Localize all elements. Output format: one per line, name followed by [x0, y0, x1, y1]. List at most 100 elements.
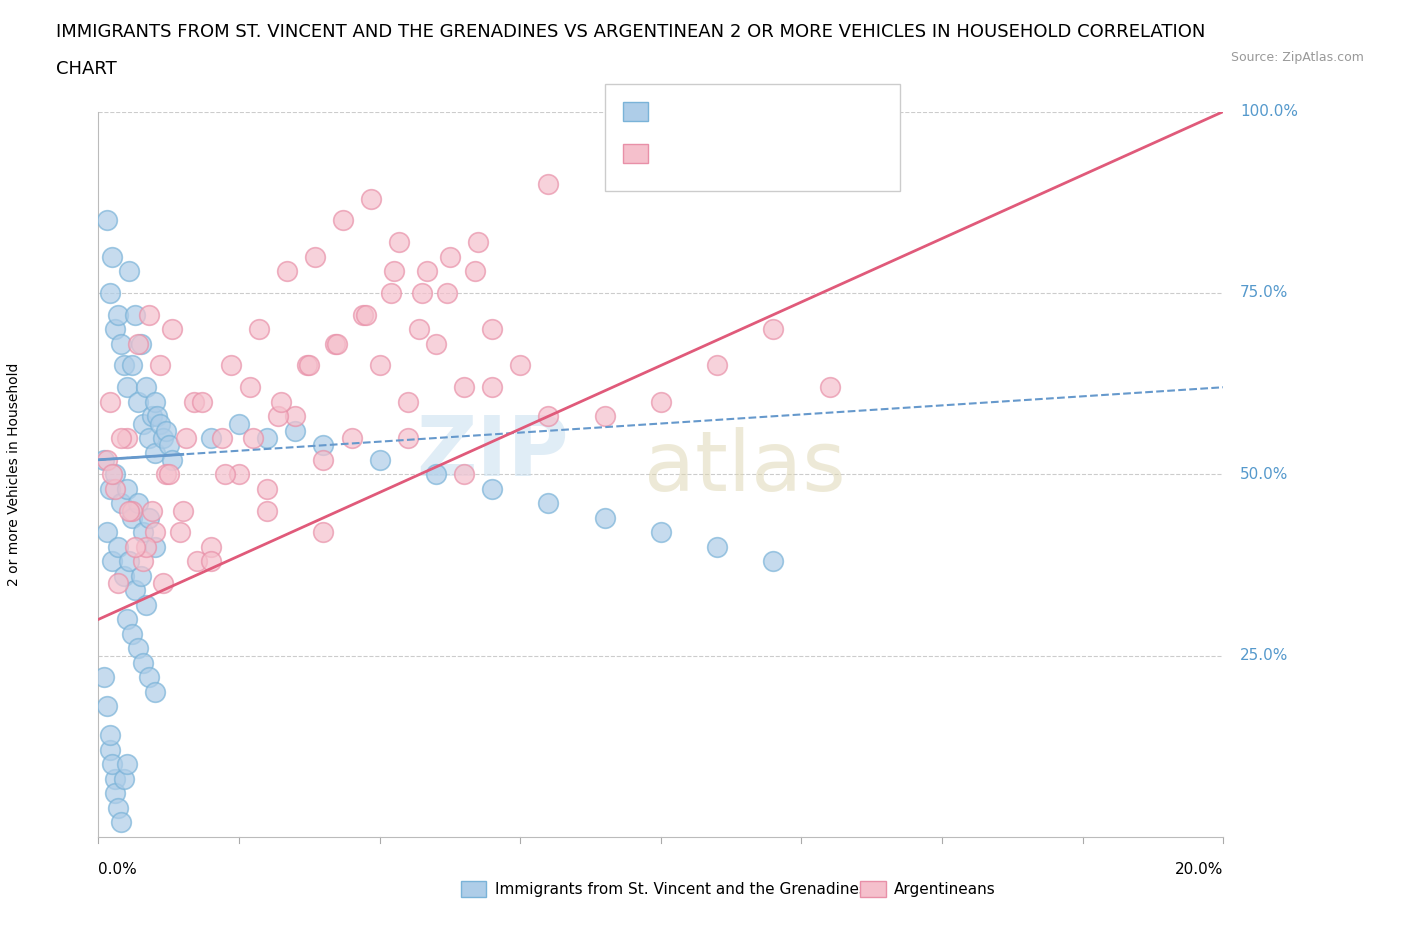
Point [408, 322, 430, 337]
Point [174, 431, 197, 445]
Point [93, 452, 115, 467]
Point [270, 394, 292, 409]
Point [464, 264, 486, 279]
Point [115, 757, 138, 772]
Point [200, 539, 222, 554]
Point [380, 286, 402, 300]
Point [453, 379, 475, 394]
Point [284, 423, 307, 438]
Point [149, 358, 172, 373]
Text: 50.0%: 50.0% [1240, 467, 1288, 482]
Point [104, 467, 127, 482]
Point [96, 525, 118, 539]
Point [132, 554, 155, 569]
Point [118, 264, 141, 279]
Point [762, 554, 785, 569]
Text: atlas: atlas [644, 427, 846, 508]
Point [143, 684, 166, 699]
Point [146, 409, 169, 424]
Point [107, 307, 129, 322]
Point [416, 264, 439, 279]
Text: ZIP: ZIP [416, 412, 568, 493]
Point [186, 554, 208, 569]
Point [132, 525, 155, 539]
Point [284, 409, 307, 424]
Point [228, 416, 250, 431]
Point [127, 394, 149, 409]
Point [295, 358, 318, 373]
Point [115, 612, 138, 627]
Point [537, 177, 560, 192]
Text: N = 80: N = 80 [773, 144, 835, 163]
Point [352, 307, 374, 322]
Point [436, 286, 458, 300]
Point [138, 670, 160, 684]
Point [101, 467, 124, 482]
Point [96, 213, 118, 228]
Point [107, 801, 129, 816]
Point [323, 337, 346, 352]
Point [127, 337, 149, 352]
Text: Immigrants from St. Vincent and the Grenadines: Immigrants from St. Vincent and the Gren… [495, 882, 868, 897]
Point [98, 742, 121, 757]
Point [121, 511, 143, 525]
Point [228, 467, 250, 482]
Point [129, 337, 152, 352]
Point [115, 379, 138, 394]
Point [396, 431, 419, 445]
Point [509, 358, 531, 373]
Point [101, 249, 124, 264]
Point [107, 576, 129, 591]
Point [121, 627, 143, 642]
Point [242, 431, 264, 445]
Point [200, 431, 222, 445]
Point [93, 670, 115, 684]
Point [537, 409, 560, 424]
Point [101, 554, 124, 569]
Point [152, 576, 174, 591]
Point [537, 496, 560, 511]
Text: Argentineans: Argentineans [894, 882, 995, 897]
Point [332, 213, 354, 228]
Point [101, 757, 124, 772]
Point [124, 307, 146, 322]
Point [115, 431, 138, 445]
Point [127, 496, 149, 511]
Point [98, 728, 121, 743]
Point [143, 539, 166, 554]
Point [141, 503, 163, 518]
Point [382, 264, 405, 279]
Point [326, 337, 349, 352]
Point [115, 482, 138, 497]
Point [132, 656, 155, 671]
Point [818, 379, 841, 394]
Text: 0.0%: 0.0% [98, 862, 138, 877]
Point [110, 496, 132, 511]
Point [368, 358, 391, 373]
Point [110, 431, 132, 445]
Point [98, 394, 121, 409]
Text: 20.0%: 20.0% [1175, 862, 1223, 877]
Point [104, 322, 127, 337]
Point [276, 264, 298, 279]
Point [256, 503, 278, 518]
Point [138, 431, 160, 445]
Point [124, 583, 146, 598]
Point [143, 394, 166, 409]
Text: R = 0.021: R = 0.021 [657, 102, 740, 121]
Point [706, 358, 728, 373]
Text: Source: ZipAtlas.com: Source: ZipAtlas.com [1230, 51, 1364, 64]
Point [104, 772, 127, 787]
Point [129, 568, 152, 583]
Point [267, 409, 290, 424]
Text: IMMIGRANTS FROM ST. VINCENT AND THE GRENADINES VS ARGENTINEAN 2 OR MORE VEHICLES: IMMIGRANTS FROM ST. VINCENT AND THE GREN… [56, 23, 1205, 41]
Point [211, 431, 233, 445]
Point [593, 511, 616, 525]
Point [169, 525, 191, 539]
Point [256, 482, 278, 497]
Point [256, 431, 278, 445]
Point [104, 482, 127, 497]
Text: R = 0.437: R = 0.437 [657, 144, 740, 163]
Point [650, 525, 672, 539]
Text: 2 or more Vehicles in Household: 2 or more Vehicles in Household [7, 363, 21, 586]
